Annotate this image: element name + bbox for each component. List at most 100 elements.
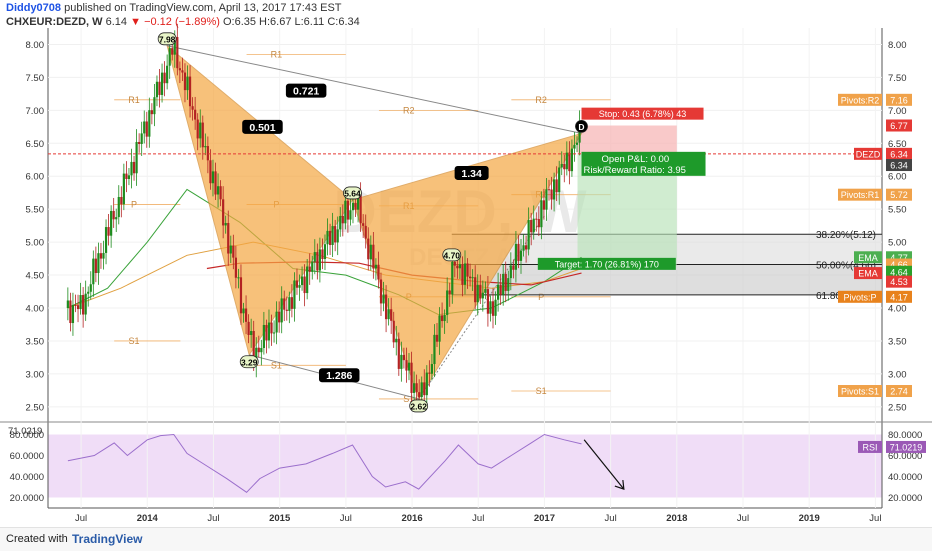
candle-body (262, 324, 265, 349)
tradingview-logo-icon[interactable]: TradingView (72, 532, 142, 546)
candle-body (517, 243, 520, 261)
candle-body (293, 280, 296, 309)
candle-body (300, 276, 304, 286)
pivot-label: R2 (535, 95, 547, 105)
xd-line (167, 45, 582, 134)
rsi-value-tag: 71.0219 (890, 442, 923, 452)
pattern-point-label: 4.70 (443, 250, 460, 260)
candle-body (374, 264, 377, 269)
candle-body (560, 164, 563, 168)
candle-body (158, 81, 161, 95)
candle-body (407, 362, 411, 371)
candle-body (122, 173, 125, 205)
pivot-label: P (131, 200, 137, 210)
candle-body (400, 354, 403, 369)
candle-body (397, 338, 400, 369)
candle-body (392, 320, 395, 343)
candle-body (176, 37, 179, 69)
publish-header: Diddy0708 published on TradingView.com, … (6, 2, 342, 14)
indicator-tag-bg (838, 385, 882, 398)
candle-body (356, 195, 360, 210)
candle-body (237, 277, 240, 279)
down-triangle-icon: ▼ (130, 16, 141, 28)
pivot-label: P (538, 292, 544, 302)
price-change: −0.12 (−1.89%) (144, 16, 220, 28)
candle-body (250, 331, 253, 335)
right-axis-price-tag-bg (886, 147, 912, 160)
candle-body (402, 354, 406, 361)
created-with-text: Created with (6, 533, 68, 545)
right-axis-price-tag: 6.34 (890, 161, 908, 171)
indicator-tag-bg (854, 251, 882, 264)
candle-body (267, 322, 271, 341)
footer-bar: Created with TradingView (0, 527, 932, 551)
candle-body (540, 200, 543, 228)
candle-body (229, 245, 232, 254)
candle-body (443, 315, 446, 322)
candle-body (410, 362, 413, 393)
right-axis-price-tag-bg (886, 93, 912, 106)
tradingview-brand[interactable]: TradingView (72, 532, 143, 546)
candle-body (257, 347, 260, 353)
candle-body (471, 277, 474, 279)
candle-body (438, 315, 441, 342)
candle-body (183, 72, 187, 91)
candle-body (214, 171, 217, 195)
pattern-point-label: 2.62 (410, 401, 427, 411)
fib-label: 50.00%(4.66) (816, 261, 876, 272)
candle-body (222, 199, 225, 226)
x-tick-label: 2018 (666, 513, 687, 524)
candle-body (425, 372, 428, 396)
y-tick-label-left: 7.00 (26, 106, 45, 117)
candle-body (463, 263, 467, 285)
candle-body (512, 265, 515, 270)
candle-body (423, 382, 426, 396)
right-axis-price-tag-bg (886, 251, 912, 264)
candle-body (578, 123, 581, 143)
candle-body (555, 179, 558, 193)
rsi-tag: RSI (862, 442, 877, 452)
candle-body (524, 245, 528, 250)
candle-body (491, 301, 495, 316)
y-tick-label-left: 6.00 (26, 172, 45, 183)
candle-body (102, 252, 105, 259)
candle-body (384, 294, 388, 320)
candle-body (84, 293, 87, 315)
candle-body (537, 219, 540, 228)
indicator-tag-bg (854, 147, 882, 160)
ratio-label-bg (285, 83, 327, 98)
candle-body (496, 284, 500, 300)
right-axis-price-tag-bg (886, 385, 912, 398)
y-tick-label-right: 2.50 (888, 402, 907, 413)
right-axis-price-tag: 6.77 (890, 121, 908, 131)
candle-body (476, 284, 479, 303)
author-name[interactable]: Diddy0708 (6, 2, 62, 14)
price-chart[interactable]: 8.00 8.00 7.50 7.50 7.00 7.00 6.50 6.50 6.00 6.00… (0, 0, 932, 527)
candle-body (479, 284, 482, 299)
candle-body (502, 273, 505, 295)
candle-body (216, 186, 220, 195)
candle-body (168, 48, 171, 66)
candle-body (242, 308, 245, 314)
y-tick-label-left: 6.50 (26, 139, 45, 150)
candle-body (155, 81, 159, 98)
pattern-point-label: 5.64 (344, 188, 361, 198)
y-tick-label-right: 3.00 (888, 369, 907, 380)
x-tick-label: 2015 (269, 513, 291, 524)
pl-box-bg (581, 151, 706, 176)
candle-body (290, 297, 293, 309)
pattern-point-bg (343, 186, 362, 200)
candle-body (140, 133, 143, 144)
x-tick-label: Jul (869, 513, 881, 524)
candle-body (420, 382, 423, 398)
right-axis-price-tag-bg (886, 119, 912, 132)
candle-body (481, 292, 484, 299)
rsi-value-left: 71.0219 (8, 426, 42, 437)
x-tick-label: 2016 (401, 513, 422, 524)
candle-body (570, 148, 574, 172)
published-text: published on TradingView.com, April 13, … (64, 2, 342, 14)
last-price: 6.14 (105, 16, 128, 28)
candle-body (377, 264, 380, 280)
y-tick-label-left: 4.00 (26, 304, 45, 315)
candle-body (565, 152, 568, 170)
